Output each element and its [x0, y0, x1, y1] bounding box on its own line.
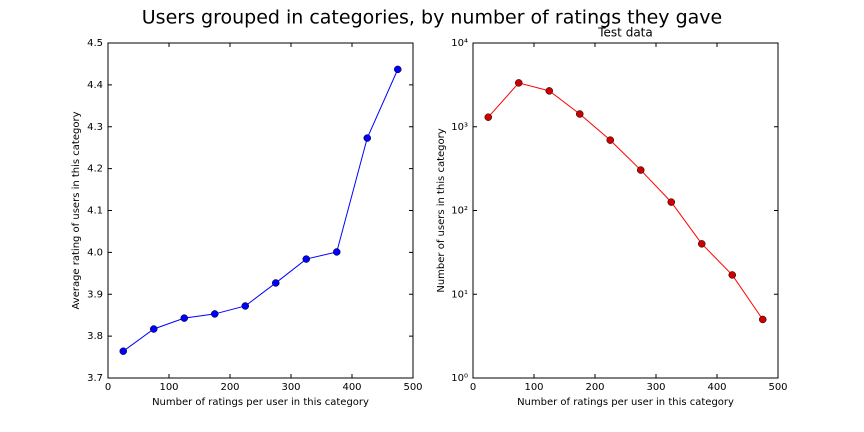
- figure-title: Users grouped in categories, by number o…: [142, 7, 722, 29]
- x-axis-label: Number of ratings per user in this categ…: [152, 397, 369, 408]
- data-point: [363, 134, 371, 142]
- data-point: [180, 314, 188, 322]
- x-tick-label: 400: [342, 382, 361, 393]
- data-point: [150, 325, 158, 333]
- y-tick-label: 10¹: [451, 289, 468, 300]
- y-tick-label: 4.2: [87, 164, 103, 175]
- y-tick-label: 10⁴: [451, 38, 468, 49]
- x-tick-label: 0: [470, 382, 476, 393]
- y-axis-label: Average rating of users in this category: [71, 111, 82, 309]
- data-point: [515, 79, 523, 87]
- data-point: [302, 255, 310, 263]
- data-point: [484, 113, 492, 121]
- y-tick-label: 10⁰: [451, 373, 468, 384]
- data-point: [576, 110, 584, 118]
- y-tick-label: 4.0: [87, 247, 103, 258]
- x-tick-label: 300: [646, 382, 665, 393]
- x-tick-label: 400: [707, 382, 726, 393]
- x-tick-label: 500: [403, 382, 422, 393]
- data-point: [667, 198, 675, 206]
- data-point: [394, 65, 402, 74]
- y-axis-label: Number of users in this category: [436, 128, 447, 292]
- data-line: [487, 82, 764, 320]
- x-axis-label: Number of ratings per user in this categ…: [517, 397, 734, 408]
- y-tick-label: 3.7: [87, 373, 103, 384]
- data-point: [545, 87, 553, 95]
- data-line: [122, 69, 399, 352]
- x-tick-label: 100: [524, 382, 543, 393]
- y-tick-label: 4.5: [87, 38, 103, 49]
- data-point: [606, 136, 614, 144]
- data-point: [728, 271, 736, 279]
- x-tick-label: 200: [220, 382, 239, 393]
- x-tick-label: 500: [768, 382, 787, 393]
- x-tick-label: 100: [159, 382, 178, 393]
- data-point: [698, 240, 706, 248]
- data-point: [241, 302, 249, 310]
- y-tick-label: 4.3: [87, 122, 103, 133]
- data-point: [637, 166, 645, 174]
- axes-title: Test data: [597, 26, 652, 40]
- y-tick-label: 3.9: [87, 289, 103, 300]
- data-point: [759, 315, 767, 324]
- x-tick-label: 0: [105, 382, 111, 393]
- data-point: [119, 347, 127, 355]
- y-tick-label: 10²: [451, 206, 468, 217]
- y-tick-label: 4.1: [87, 206, 103, 217]
- x-tick-label: 200: [585, 382, 604, 393]
- x-tick-label: 300: [281, 382, 300, 393]
- data-point: [272, 279, 280, 287]
- data-point: [211, 310, 219, 318]
- y-tick-label: 3.8: [87, 331, 103, 342]
- y-tick-label: 4.4: [87, 80, 103, 91]
- data-point: [333, 248, 341, 256]
- y-tick-label: 10³: [451, 122, 468, 133]
